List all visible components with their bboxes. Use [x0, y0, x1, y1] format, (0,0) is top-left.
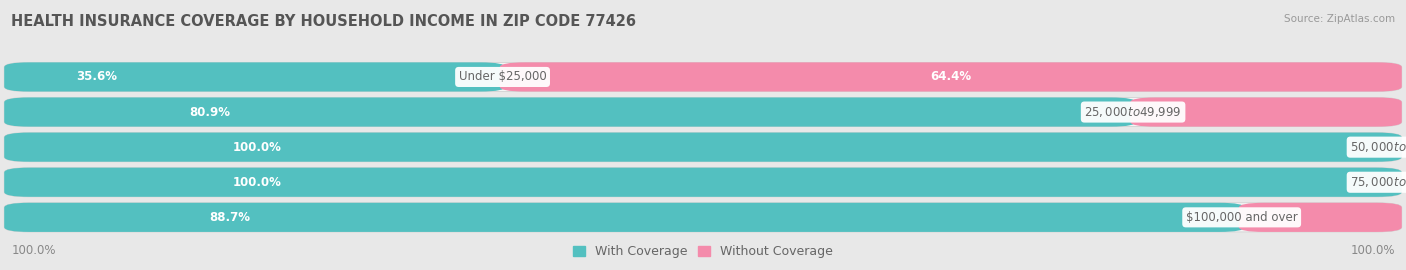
FancyBboxPatch shape: [499, 62, 1402, 92]
FancyBboxPatch shape: [4, 133, 1402, 162]
Text: $25,000 to $49,999: $25,000 to $49,999: [1084, 105, 1182, 119]
Text: 80.9%: 80.9%: [190, 106, 231, 119]
Text: 100.0%: 100.0%: [1350, 244, 1395, 256]
Text: 64.4%: 64.4%: [931, 70, 972, 83]
FancyBboxPatch shape: [4, 62, 505, 92]
FancyBboxPatch shape: [4, 168, 1402, 197]
Text: Source: ZipAtlas.com: Source: ZipAtlas.com: [1284, 14, 1395, 23]
FancyBboxPatch shape: [4, 133, 1402, 162]
FancyBboxPatch shape: [4, 168, 1402, 197]
Text: HEALTH INSURANCE COVERAGE BY HOUSEHOLD INCOME IN ZIP CODE 77426: HEALTH INSURANCE COVERAGE BY HOUSEHOLD I…: [11, 14, 637, 29]
Text: Under $25,000: Under $25,000: [458, 70, 547, 83]
Text: $75,000 to $99,999: $75,000 to $99,999: [1350, 175, 1406, 189]
FancyBboxPatch shape: [4, 97, 1136, 127]
Text: 88.7%: 88.7%: [208, 211, 250, 224]
Text: 100.0%: 100.0%: [233, 141, 283, 154]
Text: 100.0%: 100.0%: [11, 244, 56, 256]
FancyBboxPatch shape: [4, 203, 1244, 232]
Text: 100.0%: 100.0%: [233, 176, 283, 189]
FancyBboxPatch shape: [4, 203, 1402, 232]
Text: $50,000 to $74,999: $50,000 to $74,999: [1350, 140, 1406, 154]
Text: $100,000 and over: $100,000 and over: [1185, 211, 1298, 224]
FancyBboxPatch shape: [4, 62, 1402, 92]
Legend: With Coverage, Without Coverage: With Coverage, Without Coverage: [572, 245, 834, 258]
FancyBboxPatch shape: [1239, 203, 1402, 232]
FancyBboxPatch shape: [4, 97, 1402, 127]
FancyBboxPatch shape: [1130, 97, 1402, 127]
Text: 35.6%: 35.6%: [76, 70, 117, 83]
